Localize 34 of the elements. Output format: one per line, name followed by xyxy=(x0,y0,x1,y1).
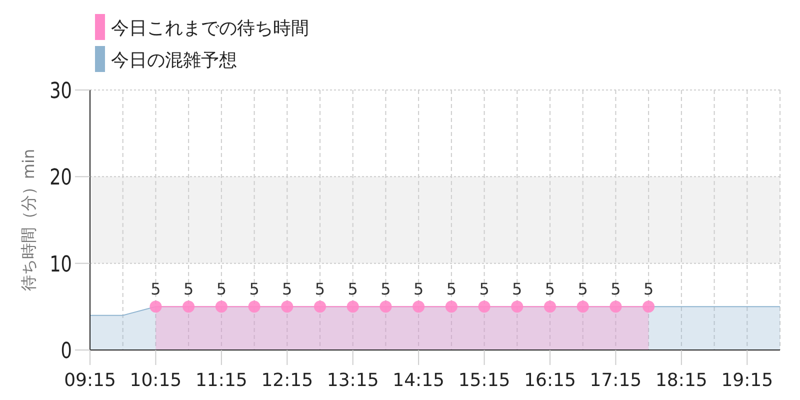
data-label: 5 xyxy=(150,280,161,299)
data-label: 5 xyxy=(249,280,260,299)
data-label: 5 xyxy=(512,280,522,299)
legend-label: 今日これまでの待ち時間 xyxy=(111,18,309,39)
data-label: 5 xyxy=(413,280,424,299)
y-tick-label: 10 xyxy=(50,251,72,277)
legend-label: 今日の混雑予想 xyxy=(111,50,237,71)
x-tick-label: 18:15 xyxy=(655,370,708,391)
data-label: 5 xyxy=(183,280,194,299)
data-label: 5 xyxy=(314,280,326,299)
x-tick-label: 11:15 xyxy=(195,370,248,391)
x-tick-label: 17:15 xyxy=(590,370,642,391)
x-tick-label: 09:15 xyxy=(64,370,116,391)
data-label: 5 xyxy=(282,280,292,299)
data-label: 5 xyxy=(610,280,621,299)
x-tick-label: 12:15 xyxy=(261,370,314,391)
y-tick-label: 30 xyxy=(50,78,72,104)
data-label: 5 xyxy=(479,280,490,299)
data-label: 5 xyxy=(643,280,654,299)
x-tick-label: 10:15 xyxy=(130,370,182,391)
x-tick-label: 16:15 xyxy=(524,370,576,391)
data-label: 5 xyxy=(446,280,457,299)
y-tick-label: 20 xyxy=(50,164,72,190)
y-axis-title: 待ち時間（分）min xyxy=(19,148,38,292)
y-tick-label: 0 xyxy=(60,338,72,364)
x-tick-label: 19:15 xyxy=(721,370,774,391)
data-label: 5 xyxy=(216,280,227,299)
x-tick-label: 15:15 xyxy=(458,370,510,391)
x-tick-label: 13:15 xyxy=(326,370,379,391)
data-label: 5 xyxy=(348,280,358,299)
data-label: 5 xyxy=(578,280,588,299)
data-label: 5 xyxy=(544,280,556,299)
data-label: 5 xyxy=(380,280,391,299)
x-tick-label: 14:15 xyxy=(392,370,445,391)
